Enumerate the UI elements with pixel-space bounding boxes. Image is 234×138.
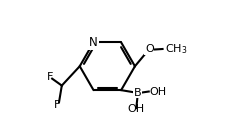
Text: OH: OH: [150, 87, 167, 96]
Text: F: F: [47, 72, 53, 82]
Text: OH: OH: [128, 104, 145, 114]
Text: O: O: [145, 44, 154, 54]
Text: CH$_3$: CH$_3$: [165, 42, 187, 56]
Text: F: F: [54, 100, 60, 110]
Text: N: N: [89, 36, 98, 49]
Text: B: B: [134, 88, 142, 98]
